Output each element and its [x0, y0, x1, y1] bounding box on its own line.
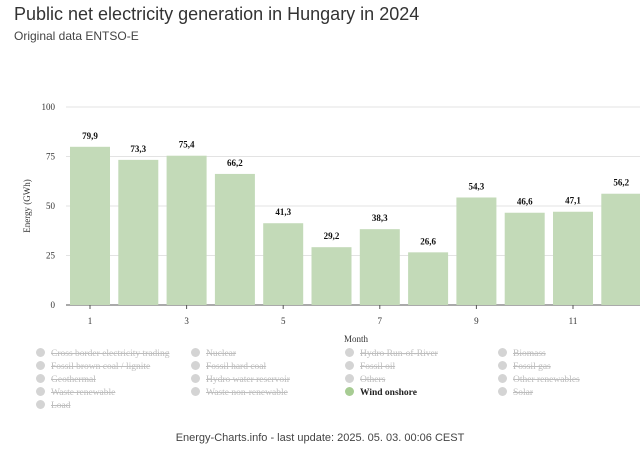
- legend-dot-icon: [191, 348, 200, 357]
- x-tick-label: 7: [378, 316, 383, 326]
- bar-data-label: 38,3: [372, 213, 388, 223]
- bar[interactable]: [456, 197, 497, 305]
- x-tick-label: 9: [474, 316, 479, 326]
- legend-dot-icon: [191, 374, 200, 383]
- legend-item-label: Cross border electricity trading: [51, 349, 170, 359]
- bar[interactable]: [118, 159, 159, 305]
- legend-item-label: Biomass: [513, 349, 546, 359]
- chart-title: Public net electricity generation in Hun…: [14, 4, 420, 24]
- legend-dot-icon: [191, 387, 200, 396]
- legend-dot-icon: [498, 374, 507, 383]
- legend-item-label: Other renewables: [513, 375, 580, 385]
- x-tick-label: 5: [281, 316, 286, 326]
- bar-data-label: 75,4: [179, 140, 195, 150]
- chart-subtitle: Original data ENTSO-E: [14, 29, 139, 43]
- bar[interactable]: [553, 211, 593, 305]
- legend-item-label: Fossil brown coal / lignite: [51, 362, 151, 372]
- legend-item-label: Fossil gas: [513, 362, 551, 372]
- legend-item[interactable]: Waste non-renewable: [191, 387, 288, 398]
- legend-item-label: Nuclear: [206, 349, 237, 359]
- legend-item[interactable]: Cross border electricity trading: [36, 348, 169, 359]
- legend-dot-icon: [498, 387, 507, 396]
- legend-item-label: Fossil oil: [360, 362, 396, 372]
- legend: Cross border electricity trading Nuclear H…: [36, 348, 636, 414]
- legend-dot-icon: [498, 361, 507, 370]
- legend-dot-icon: [345, 348, 354, 357]
- footer-update-note: Energy-Charts.info - last update: 2025. …: [175, 432, 465, 444]
- legend-item[interactable]: Waste renewable: [36, 387, 115, 398]
- bar[interactable]: [263, 223, 304, 305]
- legend-item[interactable]: Fossil brown coal / lignite: [36, 361, 150, 372]
- legend-item[interactable]: Solar: [498, 387, 533, 398]
- y-tick-label: 25: [46, 251, 56, 261]
- legend-item-label: Hydro Run-of-River: [360, 349, 438, 359]
- legend-item[interactable]: Biomass: [498, 348, 546, 359]
- bar-data-label: 79,9: [82, 131, 98, 141]
- legend-item[interactable]: Load: [36, 400, 71, 411]
- bar-data-label: 66,2: [227, 158, 243, 168]
- x-tick-label: 3: [184, 316, 189, 326]
- y-axis-label: Energy (GWh): [22, 179, 32, 233]
- y-tick-label: 50: [46, 201, 56, 211]
- y-tick-label: 100: [42, 102, 56, 112]
- legend-item[interactable]: Other renewables: [498, 374, 580, 385]
- bar-data-label: 56,2: [613, 178, 629, 188]
- bar[interactable]: [311, 247, 352, 305]
- legend-dot-icon: [345, 374, 354, 383]
- x-tick-label: 11: [569, 316, 578, 326]
- legend-dot-icon: [36, 387, 45, 396]
- legend-item-label: Hydro water reservoir: [206, 375, 290, 385]
- bar-chart: 79,9 73,3 75,4 66,2 41,3 29,2 38,3 26,6 54,3 46,6…: [22, 102, 640, 344]
- x-tick-label: 1: [88, 316, 93, 326]
- legend-dot-icon: [191, 361, 200, 370]
- bar-data-label: 26,6: [420, 236, 436, 246]
- legend-item-label: Fossil hard coal: [206, 362, 267, 372]
- legend-item[interactable]: Others: [345, 374, 385, 385]
- legend-dot-icon: [36, 348, 45, 357]
- bar-data-label: 29,2: [324, 231, 340, 241]
- legend-item[interactable]: Hydro water reservoir: [191, 374, 290, 385]
- bar[interactable]: [70, 146, 110, 305]
- legend-item[interactable]: Hydro Run-of-River: [345, 348, 438, 359]
- bar-data-label: 73,3: [130, 144, 146, 154]
- bar[interactable]: [504, 212, 545, 305]
- bar[interactable]: [408, 252, 449, 305]
- bar-data-label: 41,3: [275, 207, 291, 217]
- legend-item[interactable]: Wind onshore: [345, 387, 417, 398]
- bar[interactable]: [214, 173, 255, 305]
- bar-data-label: 46,6: [517, 197, 533, 207]
- bar-data-label: 47,1: [565, 196, 581, 206]
- legend-dot-icon: [36, 361, 45, 370]
- y-tick-label: 0: [51, 300, 56, 310]
- bar-data-label: 54,3: [469, 181, 485, 191]
- legend-dot-icon: [498, 348, 507, 357]
- bar[interactable]: [359, 229, 400, 305]
- legend-item-label: Waste renewable: [51, 388, 116, 398]
- y-tick-label: 75: [46, 152, 56, 162]
- bar[interactable]: [166, 155, 207, 305]
- legend-item-label: Others: [360, 375, 386, 385]
- legend-dot-icon: [345, 387, 354, 396]
- legend-item-label: Waste non-renewable: [206, 388, 288, 398]
- legend-dot-icon: [36, 400, 45, 409]
- legend-item-label: Load: [51, 401, 71, 411]
- x-axis-label: Month: [344, 334, 369, 344]
- legend-dot-icon: [345, 361, 354, 370]
- legend-item-label: Solar: [513, 388, 534, 398]
- legend-item[interactable]: Fossil gas: [498, 361, 551, 372]
- legend-item[interactable]: Fossil hard coal: [191, 361, 266, 372]
- legend-item[interactable]: Nuclear: [191, 348, 236, 359]
- bar[interactable]: [601, 193, 640, 305]
- legend-item-label: Wind onshore: [360, 388, 417, 398]
- legend-item[interactable]: Geothermal: [36, 374, 96, 385]
- legend-item[interactable]: Fossil oil: [345, 361, 395, 372]
- legend-dot-icon: [36, 374, 45, 383]
- legend-item-label: Geothermal: [51, 375, 96, 385]
